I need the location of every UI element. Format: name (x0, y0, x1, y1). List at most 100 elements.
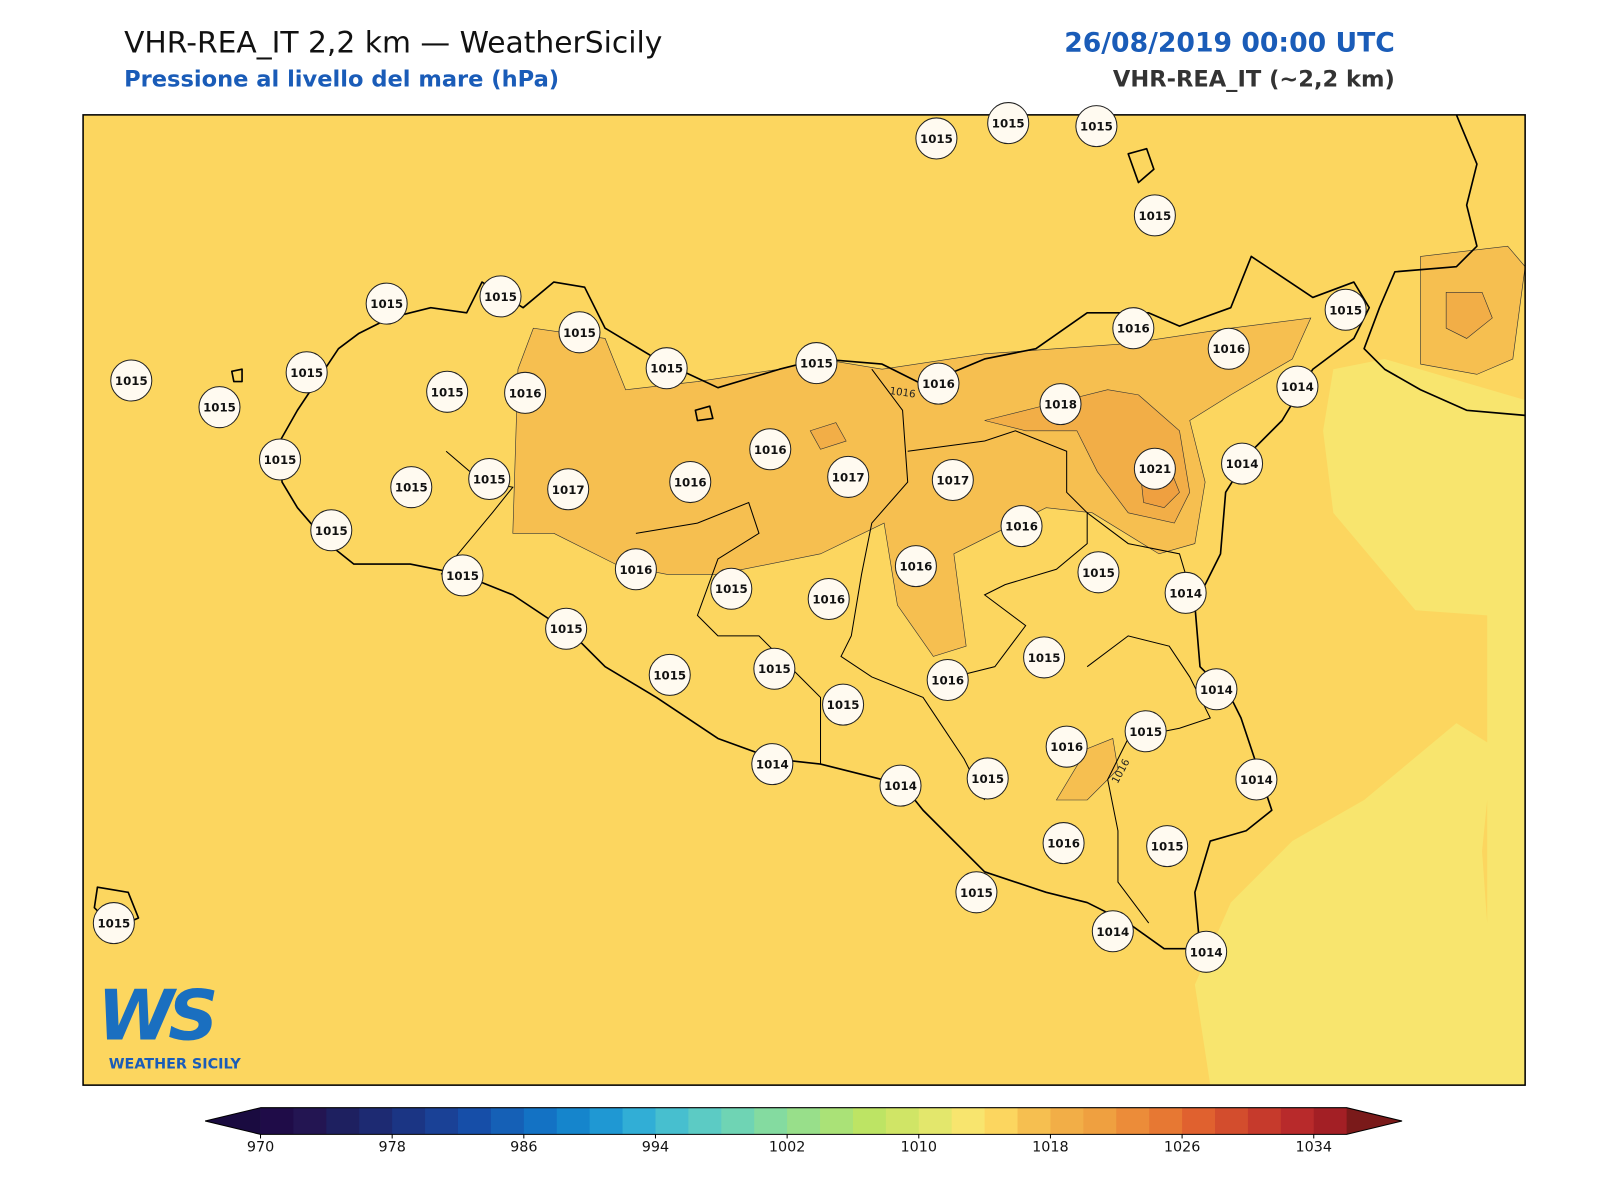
station: 1014 (1091, 910, 1134, 953)
color-bin (260, 1107, 294, 1135)
station-marker (614, 548, 657, 591)
station: 1014 (1164, 571, 1207, 614)
color-bin (523, 1107, 558, 1135)
station-pressure: 1015 (203, 401, 236, 415)
color-bin (622, 1107, 656, 1135)
station-marker (1221, 442, 1264, 485)
station: 1015 (1077, 551, 1120, 594)
colorbar-extend-low (205, 1107, 261, 1135)
color-bin (1280, 1107, 1315, 1135)
station-pressure: 1016 (1047, 837, 1080, 851)
station-pressure: 1021 (1138, 462, 1171, 476)
color-bin (1313, 1107, 1348, 1135)
station-pressure: 1016 (1050, 740, 1083, 754)
colorbar-tick-label: 970 (247, 1140, 274, 1156)
station-pressure: 1015 (550, 622, 583, 636)
station: 1015 (1023, 636, 1066, 679)
station-pressure: 1014 (1226, 457, 1259, 471)
color-bin (1182, 1107, 1216, 1135)
station-marker (894, 545, 937, 588)
station: 1014 (879, 764, 922, 807)
station: 1015 (441, 554, 484, 597)
station-pressure: 1015 (653, 668, 686, 682)
subtitle: Pressione al livello del mare (hPa) (124, 67, 559, 93)
station-marker (1075, 105, 1118, 148)
station-marker (310, 509, 353, 552)
station-marker (545, 607, 588, 650)
color-bin (787, 1107, 821, 1135)
station: 1015 (110, 359, 153, 402)
station-pressure: 1015 (446, 569, 479, 583)
station-marker (1000, 505, 1043, 548)
color-bin (556, 1107, 591, 1135)
station: 1014 (1276, 365, 1319, 408)
station-marker (558, 311, 601, 354)
color-bin (688, 1107, 722, 1135)
station-marker (827, 455, 870, 498)
station: 1015 (198, 386, 241, 429)
station-marker (1164, 571, 1207, 614)
station-marker (1042, 822, 1085, 865)
station: 1015 (648, 653, 691, 696)
station-pressure: 1015 (97, 917, 130, 931)
logo-mark: WS (97, 976, 215, 1057)
station-pressure: 1015 (992, 117, 1025, 131)
color-bin (951, 1107, 986, 1135)
contour-label: 1016 (889, 385, 917, 401)
station-marker (1112, 307, 1155, 350)
station-marker (1195, 668, 1238, 711)
station: 1015 (479, 275, 522, 318)
station-pressure: 1015 (315, 524, 348, 538)
station-pressure: 1015 (1129, 725, 1162, 739)
station: 1015 (1146, 825, 1189, 868)
station: 1015 (645, 347, 688, 390)
station-marker (1023, 636, 1066, 679)
station-pressure: 1015 (971, 772, 1004, 786)
station-pressure: 1014 (1096, 925, 1129, 939)
map-frame (82, 114, 1526, 1086)
color-bin (1149, 1107, 1183, 1135)
color-bin (1017, 1107, 1051, 1135)
station: 1015 (426, 370, 469, 413)
station-marker (1133, 447, 1176, 490)
station: 1014 (751, 743, 794, 786)
station: 1016 (614, 548, 657, 591)
station: 1016 (1207, 327, 1250, 370)
station-pressure: 1016 (1212, 342, 1245, 356)
station: 1015 (390, 466, 433, 509)
station-marker (749, 428, 792, 471)
station: 1016 (669, 461, 712, 504)
station: 1015 (710, 567, 753, 610)
station-pressure: 1015 (827, 698, 860, 712)
station-marker (753, 647, 796, 690)
station: 1015 (310, 509, 353, 552)
station: 1015 (1324, 288, 1367, 331)
station: 1015 (1124, 710, 1167, 753)
station-marker (258, 438, 302, 481)
station-pressure: 1015 (290, 366, 323, 380)
station-pressure: 1015 (473, 473, 506, 487)
color-bin (1083, 1107, 1117, 1135)
station-marker (110, 359, 153, 402)
station-marker (879, 764, 922, 807)
station-pressure: 1015 (650, 362, 683, 376)
colorbar-tick-label: 994 (642, 1140, 669, 1156)
station-pressure: 1015 (1151, 840, 1184, 854)
logo-name: WEATHER SICILY (109, 1057, 242, 1073)
color-bin (392, 1107, 426, 1135)
station-pressure: 1017 (936, 474, 969, 488)
station-marker (198, 386, 241, 429)
station-pressure: 1014 (1281, 380, 1314, 394)
station: 1015 (92, 902, 135, 945)
station-pressure: 1014 (756, 758, 789, 772)
station-pressure: 1015 (484, 290, 517, 304)
station-marker (1207, 327, 1250, 370)
station: 1017 (827, 455, 870, 498)
station: 1015 (468, 457, 511, 500)
station: 1014 (1195, 668, 1238, 711)
station-marker (92, 902, 135, 945)
station: 1015 (795, 342, 838, 385)
color-bin (721, 1107, 755, 1135)
station-marker (966, 757, 1009, 800)
